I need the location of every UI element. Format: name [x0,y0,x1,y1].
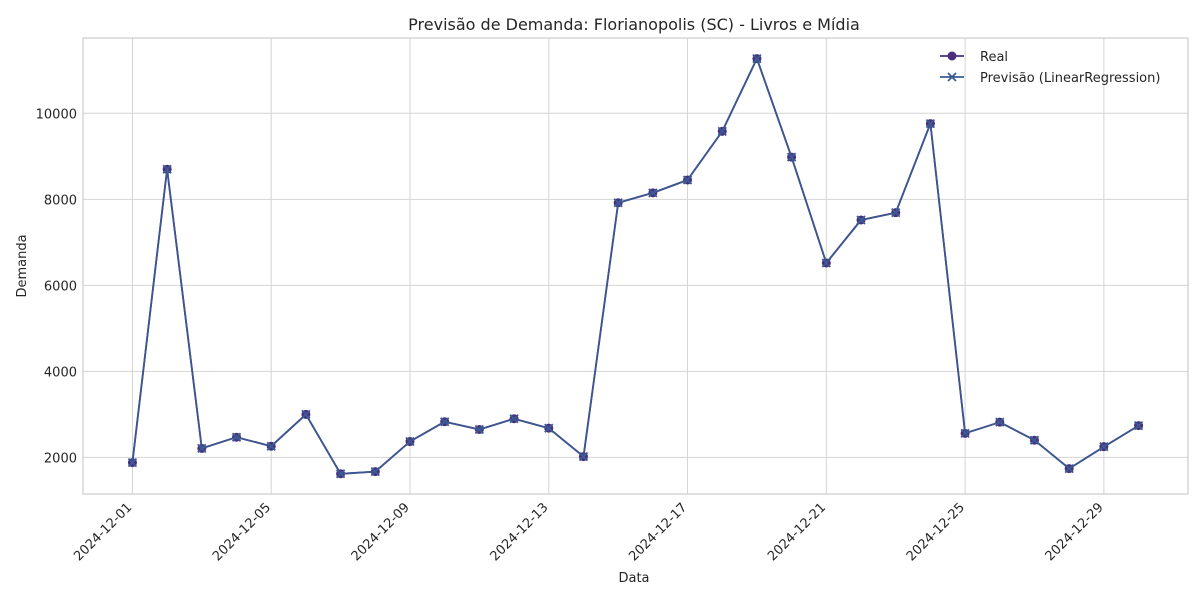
data-point-forecast [231,432,242,442]
y-tick-label: 10000 [36,107,77,122]
y-tick-label: 4000 [44,365,77,380]
x-tick-label: 2024-12-01 [71,500,135,564]
y-axis-label: Demanda [15,234,30,297]
data-point-forecast [544,423,554,433]
x-axis-ticks: 2024-12-01 2024-12-05 2024-12-09 2024-12-13… [71,500,1106,564]
legend-forecast-marker [947,72,957,82]
x-tick-label: 2024-12-21 [765,500,829,564]
data-point-forecast [856,215,866,225]
data-point-forecast [682,175,693,185]
data-point-forecast [613,198,623,208]
data-point-forecast [301,409,311,420]
data-point-forecast [509,414,519,424]
x-tick-label: 2024-12-25 [904,500,968,564]
x-tick-label: 2024-12-29 [1043,500,1107,564]
series-line-forecast [131,57,1140,475]
data-point-forecast [717,126,727,136]
data-point-forecast [891,208,901,218]
data-point-forecast [197,443,207,454]
y-tick-label: 8000 [44,193,77,208]
data-point-forecast [1029,435,1040,445]
data-point-forecast [1099,442,1109,452]
data-point-forecast [578,451,589,462]
data-point-forecast [821,258,831,268]
data-point-forecast [786,152,797,162]
data-point-forecast [960,428,970,438]
data-point-forecast [1133,420,1144,431]
legend-forecast-label: Previsão (LinearRegression) [980,71,1160,86]
y-axis-ticks: 2000 4000 6000 8000 10000 [36,107,77,466]
data-point-forecast [474,424,485,435]
x-tick-label: 2024-12-05 [210,500,274,564]
data-point-forecast [440,417,450,427]
legend-real-marker [947,51,957,61]
data-point-forecast [266,441,276,451]
x-tick-label: 2024-12-13 [488,500,552,564]
series-layer [127,54,1144,479]
y-tick-label: 2000 [44,451,77,466]
legend: Real Previsão (LinearRegression) [940,50,1160,86]
data-point-forecast [925,118,936,129]
plot-frame [82,37,1189,495]
legend-real-label: Real [980,50,1008,65]
series-line-real [131,57,1140,475]
data-point-forecast [370,466,380,477]
data-point-forecast [162,164,172,174]
x-tick-label: 2024-12-17 [626,500,690,564]
data-point-forecast [127,457,138,468]
data-point-forecast [1064,463,1074,474]
data-point-forecast [405,436,415,447]
data-point-forecast [995,417,1005,427]
chart-title: Previsão de Demanda: Florianopolis (SC) … [408,15,860,34]
data-point-forecast [752,54,762,64]
y-tick-label: 6000 [44,279,77,294]
x-tick-label: 2024-12-09 [349,500,413,564]
grid [83,38,1188,494]
data-point-forecast [335,469,346,479]
x-axis-label: Data [618,571,649,586]
data-point-forecast [648,188,658,198]
